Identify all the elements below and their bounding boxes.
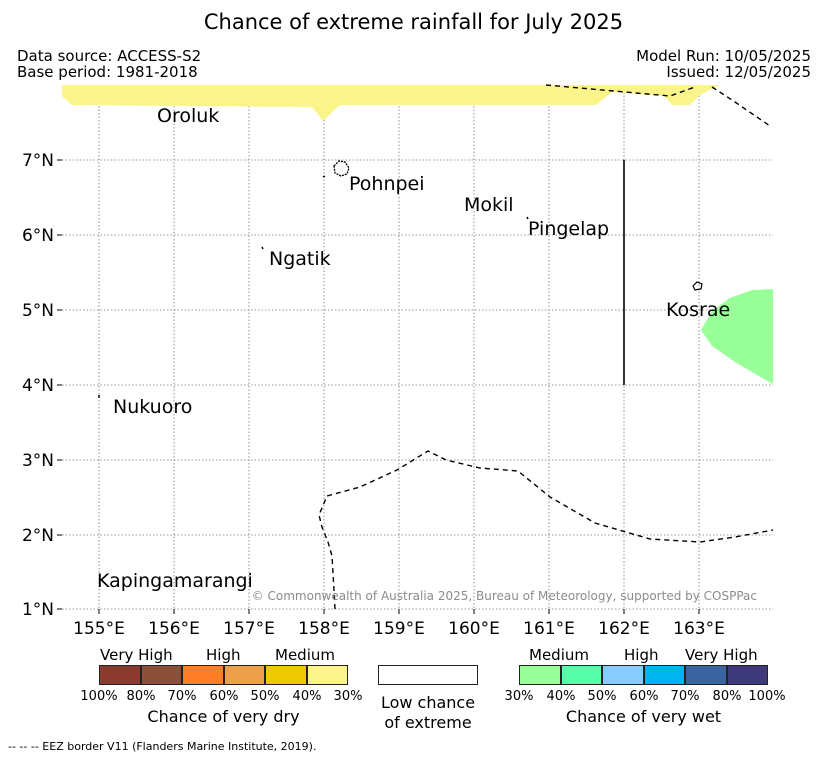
place-kosrae: Kosrae	[666, 299, 730, 321]
dry-swatch-40-30	[307, 665, 348, 685]
copyright-notice: © Commonwealth of Australia 2025, Bureau…	[252, 589, 757, 603]
eez-border	[318, 84, 774, 610]
wet-swatch-40-50	[561, 665, 602, 685]
wet-swatch-50-60	[602, 665, 644, 685]
lon-label-158e: 158°E	[298, 619, 350, 639]
model-run: Model Run: 10/05/2025	[636, 47, 811, 65]
kosrae-island	[692, 281, 703, 291]
dry-tick-60: 60%	[209, 689, 239, 704]
pohnpei-island	[333, 160, 350, 177]
wet-tick-70: 70%	[670, 689, 700, 704]
dry-swatch-50-40	[265, 665, 307, 685]
lon-label-162e: 162°E	[598, 619, 650, 639]
dry-cat-medium: Medium	[275, 646, 335, 664]
wet-tick-100: 100%	[748, 689, 786, 704]
lat-label-5n: 5°N	[22, 301, 54, 321]
dry-swatch-70-60	[182, 665, 224, 685]
data-source: Data source: ACCESS-S2	[17, 47, 202, 65]
wet-cat-medium: Medium	[529, 646, 589, 664]
ngatik-island	[261, 246, 264, 250]
wet-tick-50: 50%	[587, 689, 617, 704]
lon-label-163e: 163°E	[673, 619, 725, 639]
dry-swatch-80-70	[141, 665, 182, 685]
lon-label-160e: 160°E	[448, 619, 500, 639]
wet-colorbar-label: Chance of very wet	[565, 707, 722, 726]
pingelap-island	[526, 216, 529, 220]
lon-label-156e: 156°E	[148, 619, 200, 639]
dry-colorbar-label: Chance of very dry	[147, 707, 300, 726]
gridlines	[62, 85, 773, 610]
place-nukuoro: Nukuoro	[113, 396, 192, 418]
axis-ticks	[57, 159, 700, 614]
wet-swatch-60-70	[644, 665, 685, 685]
dry-tick-50: 50%	[250, 689, 280, 704]
issued-date: Issued: 12/05/2025	[666, 63, 811, 81]
wet-swatch-70-80	[685, 665, 727, 685]
dry-tick-70: 70%	[167, 689, 197, 704]
lon-label-161e: 161°E	[523, 619, 575, 639]
lat-label-7n: 7°N	[22, 151, 54, 171]
lat-label-3n: 3°N	[22, 451, 54, 471]
islands	[98, 160, 703, 398]
wet-swatch-30-40	[519, 665, 561, 685]
dry-tick-100: 100%	[80, 689, 118, 704]
lat-label-6n: 6°N	[22, 226, 54, 246]
dry-tick-40: 40%	[292, 689, 322, 704]
low-chance-label-1: Low chance	[380, 693, 476, 712]
lat-label-2n: 2°N	[22, 526, 54, 546]
wet-tick-80: 80%	[712, 689, 742, 704]
dry-cat-high: High	[206, 646, 241, 664]
eez-footnote: -- -- -- EEZ border V11 (Flanders Marine…	[8, 740, 317, 753]
place-oroluk: Oroluk	[157, 105, 219, 127]
wet-swatch-80-100	[727, 665, 768, 685]
dry-cat-very-high: Very High	[100, 646, 173, 664]
wet-cat-high: High	[624, 646, 659, 664]
dry-medium-region	[62, 85, 720, 121]
lon-label-155e: 155°E	[73, 619, 125, 639]
dry-tick-80: 80%	[126, 689, 156, 704]
wet-cat-very-high: Very High	[685, 646, 758, 664]
dry-swatch-60-50	[224, 665, 265, 685]
wet-medium-region	[701, 289, 773, 384]
lon-label-159e: 159°E	[373, 619, 425, 639]
low-chance-label-2: of extreme	[384, 713, 472, 732]
lat-label-4n: 4°N	[22, 376, 54, 396]
place-pohnpei: Pohnpei	[349, 173, 425, 195]
wet-tick-30: 30%	[504, 689, 534, 704]
base-period: Base period: 1981-2018	[17, 63, 198, 81]
place-kapingamarangi: Kapingamarangi	[97, 570, 253, 592]
lon-label-157e: 157°E	[223, 619, 275, 639]
wet-tick-60: 60%	[629, 689, 659, 704]
ant-atoll	[322, 175, 326, 178]
lat-label-1n: 1°N	[22, 600, 54, 620]
place-pingelap: Pingelap	[528, 218, 609, 240]
low-chance-swatch	[378, 665, 478, 685]
map-title: Chance of extreme rainfall for July 2025	[203, 10, 624, 34]
dry-tick-30: 30%	[333, 689, 363, 704]
wet-tick-40: 40%	[546, 689, 576, 704]
dry-swatch-100-80	[99, 665, 141, 685]
place-mokil: Mokil	[464, 194, 514, 216]
place-ngatik: Ngatik	[269, 248, 331, 270]
